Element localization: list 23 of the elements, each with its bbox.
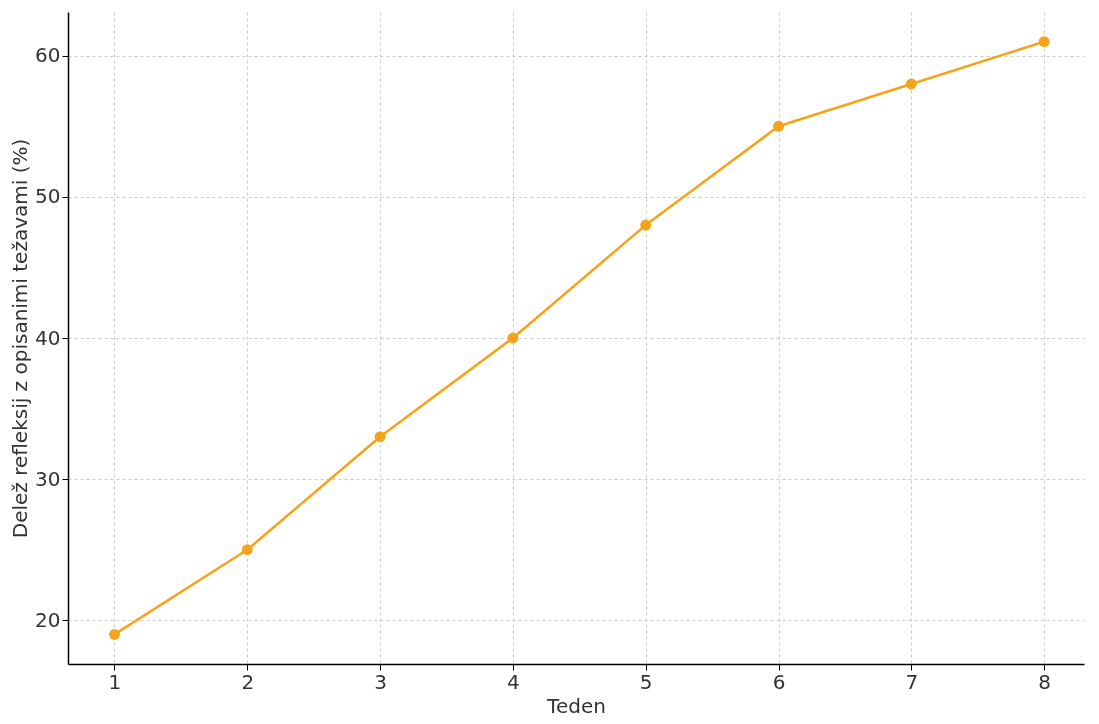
x-tick-label: 6 bbox=[772, 669, 786, 694]
x-tick-label: 2 bbox=[241, 669, 255, 694]
point bbox=[1038, 36, 1050, 48]
x-tick-label: 8 bbox=[1038, 669, 1052, 694]
point bbox=[109, 628, 120, 640]
x-tick-label: 7 bbox=[905, 669, 919, 694]
point bbox=[905, 78, 917, 90]
y-axis-title: Delež refleksij z opisanimi težavami (%) bbox=[8, 138, 33, 539]
point bbox=[773, 120, 785, 132]
point bbox=[640, 219, 652, 231]
x-tick-label: 4 bbox=[507, 669, 520, 694]
y-tick-label: 50 bbox=[35, 184, 61, 209]
x-tick-label: 3 bbox=[374, 669, 387, 694]
point bbox=[241, 544, 253, 556]
point bbox=[507, 332, 519, 344]
point bbox=[374, 431, 386, 443]
y-tick-label: 30 bbox=[35, 466, 61, 491]
x-axis-title: Teden bbox=[546, 693, 606, 718]
x-tick-label: 1 bbox=[108, 669, 122, 694]
x-tick-label: 5 bbox=[639, 669, 653, 694]
y-tick-label: 20 bbox=[35, 607, 61, 632]
y-tick-label: 60 bbox=[35, 43, 61, 68]
y-tick-label: 40 bbox=[35, 325, 61, 350]
